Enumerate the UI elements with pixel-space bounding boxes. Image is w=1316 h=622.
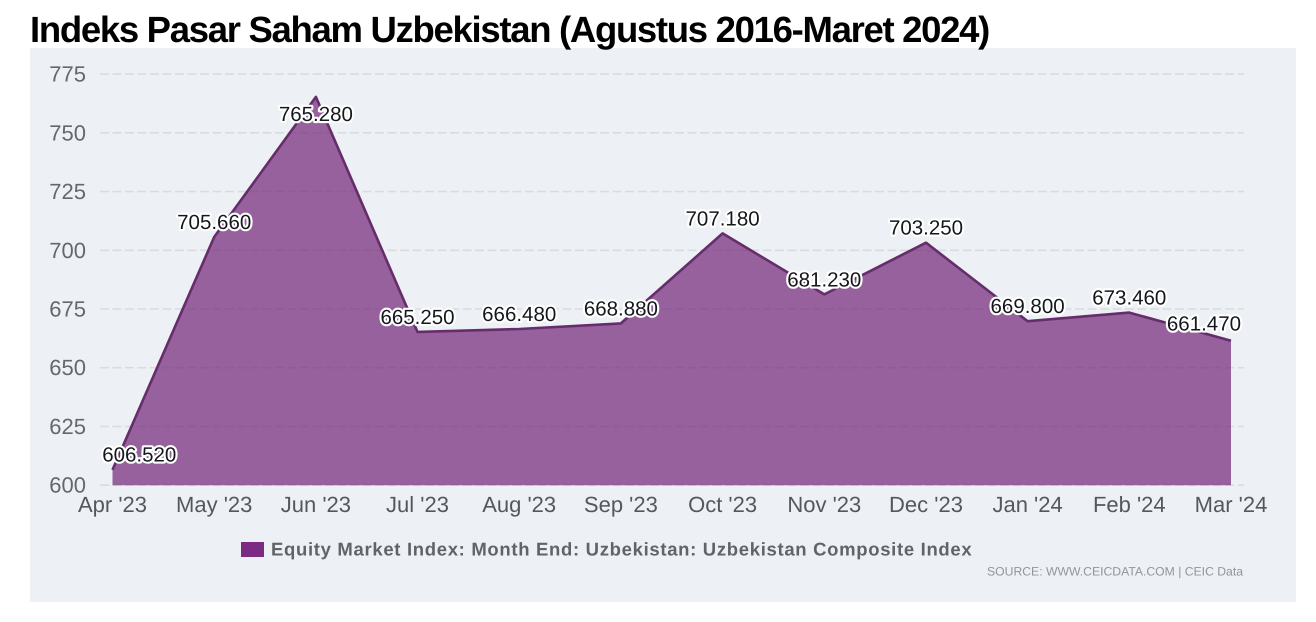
svg-text:669.800: 669.800 xyxy=(991,295,1065,318)
svg-text:650: 650 xyxy=(49,355,86,380)
svg-text:May '23: May '23 xyxy=(176,492,252,517)
svg-text:Feb '24: Feb '24 xyxy=(1093,492,1166,517)
svg-text:Jul '23: Jul '23 xyxy=(386,492,449,517)
svg-text:707.180: 707.180 xyxy=(686,207,760,230)
svg-text:606.520: 606.520 xyxy=(102,444,176,467)
svg-text:775: 775 xyxy=(49,62,86,87)
svg-text:Oct '23: Oct '23 xyxy=(688,492,757,517)
svg-text:668.880: 668.880 xyxy=(584,297,658,320)
svg-text:681.230: 681.230 xyxy=(787,268,861,291)
svg-text:750: 750 xyxy=(49,120,86,145)
svg-text:Jan '24: Jan '24 xyxy=(992,492,1062,517)
svg-text:SOURCE: WWW.CEICDATA.COM | CEI: SOURCE: WWW.CEICDATA.COM | CEIC Data xyxy=(987,565,1243,579)
svg-text:625: 625 xyxy=(49,414,86,439)
svg-text:725: 725 xyxy=(49,179,86,204)
svg-text:703.250: 703.250 xyxy=(889,217,963,240)
svg-text:705.660: 705.660 xyxy=(177,211,251,234)
svg-text:600: 600 xyxy=(49,473,86,498)
svg-text:Sep '23: Sep '23 xyxy=(584,492,658,517)
svg-text:666.480: 666.480 xyxy=(482,303,556,326)
svg-text:Jun '23: Jun '23 xyxy=(281,492,351,517)
svg-text:Dec '23: Dec '23 xyxy=(889,492,963,517)
svg-text:Indeks Pasar Saham Uzbekistan: Indeks Pasar Saham Uzbekistan (Agustus 2… xyxy=(30,9,989,50)
svg-text:700: 700 xyxy=(49,238,86,263)
svg-text:Nov '23: Nov '23 xyxy=(787,492,861,517)
svg-text:661.470: 661.470 xyxy=(1167,313,1241,336)
svg-text:673.460: 673.460 xyxy=(1092,287,1166,310)
svg-text:665.250: 665.250 xyxy=(380,306,454,329)
svg-text:Equity Market Index: Month End: Equity Market Index: Month End: Uzbekist… xyxy=(271,539,972,560)
svg-text:Aug '23: Aug '23 xyxy=(482,492,556,517)
svg-text:Apr '23: Apr '23 xyxy=(78,492,147,517)
svg-text:675: 675 xyxy=(49,297,86,322)
svg-text:765.280: 765.280 xyxy=(279,103,353,126)
svg-text:Mar '24: Mar '24 xyxy=(1195,492,1268,517)
